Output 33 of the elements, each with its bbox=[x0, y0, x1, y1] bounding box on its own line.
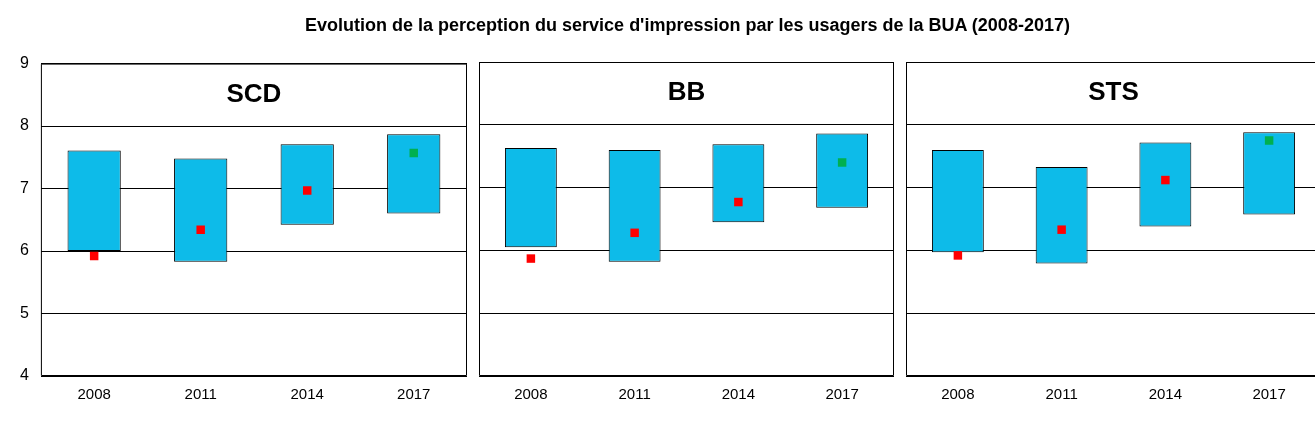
y-tick-label: 7 bbox=[19, 178, 29, 196]
x-tick-label: 2017 bbox=[397, 385, 431, 403]
annotation: SCD bbox=[226, 77, 282, 108]
x-tick-label: 2011 bbox=[1045, 385, 1078, 403]
point bbox=[526, 254, 536, 263]
text: Evolution de la perception du service d'impression par les usagers de la BUA (2008-2017) bbox=[304, 14, 1071, 37]
y-tick-label: 4 bbox=[19, 366, 29, 384]
point bbox=[734, 197, 743, 207]
point bbox=[1264, 136, 1274, 145]
point bbox=[837, 158, 847, 167]
point bbox=[1057, 225, 1066, 234]
point bbox=[302, 186, 312, 195]
y-tick-label: 8 bbox=[19, 116, 29, 134]
x-tick-label: 2017 bbox=[825, 385, 859, 403]
point bbox=[953, 251, 963, 260]
x-tick-label: 2017 bbox=[1252, 385, 1286, 403]
point bbox=[196, 225, 205, 235]
x-tick-label: 2008 bbox=[514, 385, 548, 403]
x-tick-label: 2011 bbox=[618, 385, 651, 403]
y-tick-label: 9 bbox=[19, 54, 29, 72]
x-tick-label: 2008 bbox=[77, 385, 111, 403]
x-tick-label: 2008 bbox=[941, 385, 975, 403]
point bbox=[1161, 175, 1170, 185]
x-tick-label: 2014 bbox=[721, 385, 756, 403]
point bbox=[630, 228, 639, 238]
x-tick-label: 2011 bbox=[184, 385, 217, 403]
annotation: BB bbox=[667, 76, 706, 107]
y-tick-label: 6 bbox=[19, 241, 29, 259]
annotation: STS bbox=[1088, 76, 1139, 107]
x-tick-label: 2014 bbox=[1148, 385, 1183, 403]
point bbox=[409, 148, 418, 158]
x-tick-label: 2014 bbox=[290, 385, 324, 403]
y-tick-label: 5 bbox=[19, 303, 29, 321]
